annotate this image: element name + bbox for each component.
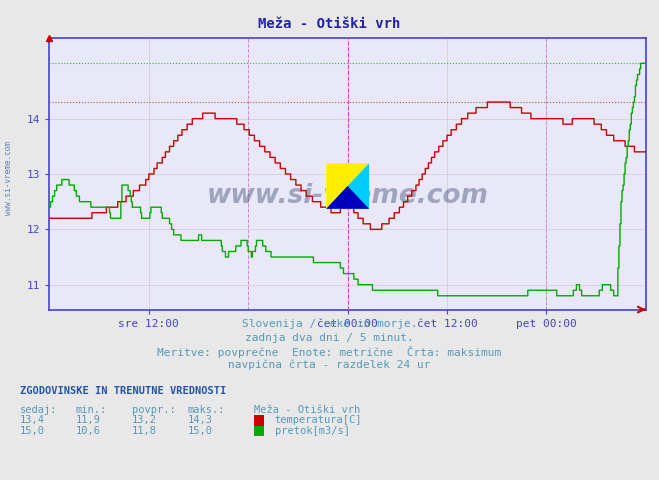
- Polygon shape: [326, 163, 369, 209]
- Text: 13,4: 13,4: [20, 415, 45, 425]
- Text: ZGODOVINSKE IN TRENUTNE VREDNOSTI: ZGODOVINSKE IN TRENUTNE VREDNOSTI: [20, 386, 226, 396]
- Text: zadnja dva dni / 5 minut.: zadnja dva dni / 5 minut.: [245, 333, 414, 343]
- Text: 11,8: 11,8: [132, 426, 157, 436]
- Text: Slovenija / reke in morje.: Slovenija / reke in morje.: [242, 319, 417, 329]
- Polygon shape: [326, 163, 369, 209]
- Text: navpična črta - razdelek 24 ur: navpična črta - razdelek 24 ur: [228, 360, 431, 370]
- Text: 14,3: 14,3: [188, 415, 213, 425]
- Polygon shape: [326, 186, 369, 209]
- Text: 11,9: 11,9: [76, 415, 101, 425]
- Text: 15,0: 15,0: [20, 426, 45, 436]
- Text: 15,0: 15,0: [188, 426, 213, 436]
- Text: temperatura[C]: temperatura[C]: [275, 415, 362, 425]
- Text: pretok[m3/s]: pretok[m3/s]: [275, 426, 350, 436]
- Text: 10,6: 10,6: [76, 426, 101, 436]
- Text: Meža - Otiški vrh: Meža - Otiški vrh: [254, 405, 360, 415]
- Text: www.si-vreme.com: www.si-vreme.com: [4, 141, 13, 215]
- Text: Meža - Otiški vrh: Meža - Otiški vrh: [258, 17, 401, 31]
- Text: www.si-vreme.com: www.si-vreme.com: [207, 183, 488, 209]
- Text: maks.:: maks.:: [188, 405, 225, 415]
- Text: Meritve: povprečne  Enote: metrične  Črta: maksimum: Meritve: povprečne Enote: metrične Črta:…: [158, 346, 501, 358]
- Text: min.:: min.:: [76, 405, 107, 415]
- Text: povpr.:: povpr.:: [132, 405, 175, 415]
- Text: sedaj:: sedaj:: [20, 405, 57, 415]
- Text: 13,2: 13,2: [132, 415, 157, 425]
